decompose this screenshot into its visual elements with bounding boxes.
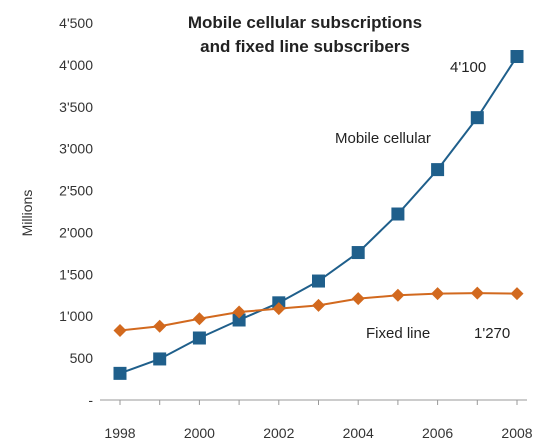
data-point-mobile-cellular [113, 366, 127, 380]
y-tick-label: 4'500 [59, 15, 93, 31]
data-point-mobile-cellular [312, 274, 325, 288]
y-tick-label: 4'000 [59, 57, 93, 73]
data-point-mobile-cellular [351, 246, 365, 260]
data-point-fixed-line [113, 323, 127, 337]
x-tick-label: 2004 [343, 425, 374, 441]
x-tick-label: 2006 [422, 425, 453, 441]
y-tick-label: 2'500 [59, 183, 93, 199]
data-point-fixed-line [470, 286, 484, 300]
x-axis-ticks: 1998 2000 2002 2004 2006 2008 [104, 400, 533, 441]
x-tick-label: 2000 [184, 425, 215, 441]
data-point-mobile-cellular [391, 207, 405, 221]
data-point-fixed-line [510, 287, 524, 301]
y-tick-label: 500 [70, 350, 94, 366]
annotation-fixed-end-value: 1'270 [474, 325, 510, 342]
chart-title-line-2: and fixed line subscribers [200, 37, 410, 56]
y-tick-label: 1'000 [59, 308, 93, 324]
data-point-fixed-line [431, 287, 445, 301]
data-point-fixed-line [153, 319, 167, 333]
y-tick-label: 3'000 [59, 141, 93, 157]
x-tick-label: 1998 [104, 425, 135, 441]
data-point-fixed-line [351, 292, 365, 306]
data-point-fixed-line [232, 305, 246, 319]
data-point-mobile-cellular [431, 163, 445, 177]
data-point-fixed-line [312, 298, 325, 312]
series-label-fixed-line: Fixed line [366, 325, 430, 342]
y-axis-ticks: - 500 1'000 1'500 2'000 2'500 3'000 3'500 4'000 4… [59, 15, 93, 408]
data-point-mobile-cellular [192, 331, 206, 345]
y-axis-label: Millions [19, 190, 35, 237]
data-point-mobile-cellular [153, 352, 167, 366]
series-label-mobile-cellular: Mobile cellular [335, 130, 431, 147]
data-point-mobile-cellular [470, 111, 484, 125]
y-tick-label: 3'500 [59, 99, 93, 115]
data-point-fixed-line [391, 288, 405, 302]
y-tick-label: - [88, 392, 93, 408]
x-tick-label: 2002 [263, 425, 294, 441]
data-point-fixed-line [192, 312, 206, 326]
data-point-mobile-cellular [510, 50, 524, 64]
series-layer [113, 50, 524, 380]
y-tick-label: 1'500 [59, 266, 93, 282]
x-tick-label: 2008 [501, 425, 532, 441]
annotation-mobile-end-value: 4'100 [450, 59, 486, 76]
data-point-fixed-line [272, 302, 286, 316]
series-line-mobile-cellular [119, 55, 518, 375]
data-point-mobile-cellular [232, 313, 246, 327]
chart-title-line-1: Mobile cellular subscriptions [188, 13, 422, 32]
y-tick-label: 2'000 [59, 224, 93, 240]
